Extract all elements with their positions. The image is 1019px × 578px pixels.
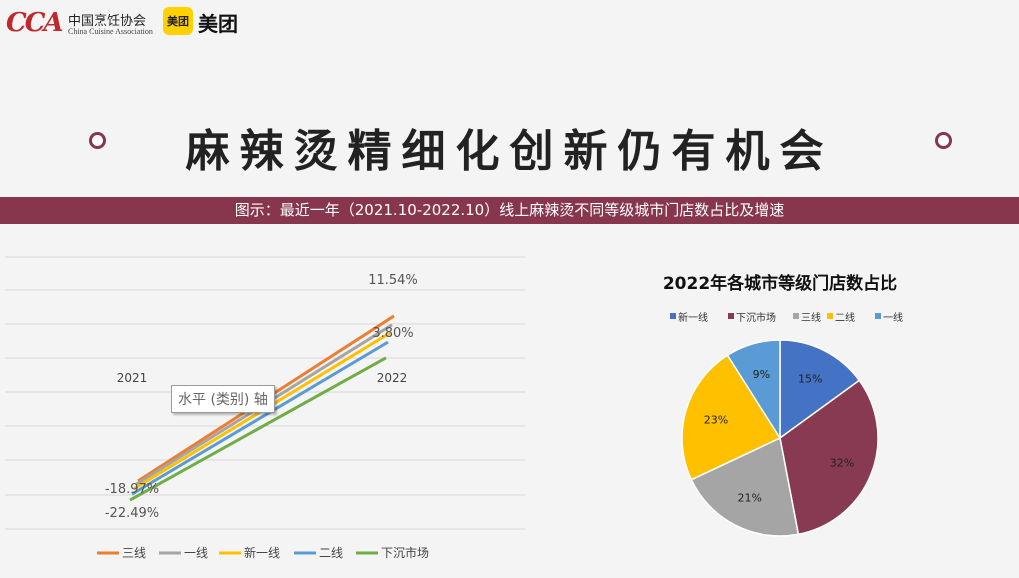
legend-label: 下沉市场 bbox=[381, 545, 429, 560]
pie-label: 21% bbox=[738, 491, 762, 504]
axis-tooltip: 水平 (类别) 轴 bbox=[171, 385, 275, 413]
pie-label: 32% bbox=[830, 457, 854, 470]
legend-label: 一线 bbox=[883, 311, 903, 324]
association-name-en: China Cuisine Association bbox=[68, 27, 153, 36]
meituan-logo-badge: 美团 bbox=[163, 7, 193, 35]
legend-swatch bbox=[827, 313, 833, 319]
title-row: 麻辣烫精细化创新仍有机会 bbox=[0, 105, 1019, 177]
x-tick-label: 2022 bbox=[377, 371, 408, 385]
pie-slice-1 bbox=[779, 379, 879, 536]
pie-label: 15% bbox=[798, 373, 822, 386]
legend-label: 新一线 bbox=[678, 311, 708, 324]
legend-label: 新一线 bbox=[244, 545, 280, 560]
legend-swatch bbox=[875, 313, 881, 319]
legend-label: 二线 bbox=[319, 546, 343, 560]
pie-label: 9% bbox=[753, 368, 770, 381]
title-left-ring-icon bbox=[89, 132, 106, 149]
data-label: -18.97% bbox=[105, 482, 159, 497]
pie-label: 23% bbox=[704, 413, 728, 426]
legend-label: 一线 bbox=[184, 546, 208, 560]
series-line-4 bbox=[129, 356, 387, 502]
association-name-cn: 中国烹饪协会 bbox=[68, 14, 147, 29]
data-label: 3.80% bbox=[372, 326, 413, 341]
pie-slice-2 bbox=[690, 436, 800, 537]
pie-slice-3 bbox=[681, 354, 782, 481]
x-tick-label: 2021 bbox=[117, 371, 148, 385]
pie-title: 2022年各城市等级门店数占比 bbox=[663, 273, 897, 294]
legend-swatch bbox=[793, 313, 799, 319]
series-line-3 bbox=[131, 340, 389, 496]
legend-label: 下沉市场 bbox=[736, 311, 776, 324]
legend-label: 二线 bbox=[835, 311, 855, 324]
legend-swatch bbox=[728, 313, 734, 319]
title-right-ring-icon bbox=[935, 132, 952, 149]
chart-caption-banner: 图示：最近一年（2021.10-2022.10）线上麻辣烫不同等级城市门店数占比… bbox=[0, 197, 1019, 224]
page-title: 麻辣烫精细化创新仍有机会 bbox=[185, 126, 834, 177]
data-label: -22.49% bbox=[105, 506, 159, 521]
pie-slice-4 bbox=[726, 339, 781, 441]
meituan-logo-text: 美团 bbox=[198, 12, 238, 36]
legend-label: 三线 bbox=[801, 311, 821, 324]
cca-logo: CCA bbox=[6, 8, 64, 38]
legend-label: 三线 bbox=[122, 546, 146, 560]
data-label: 11.54% bbox=[368, 273, 418, 288]
legend-swatch bbox=[670, 313, 676, 319]
pie-slice-0 bbox=[779, 339, 861, 440]
